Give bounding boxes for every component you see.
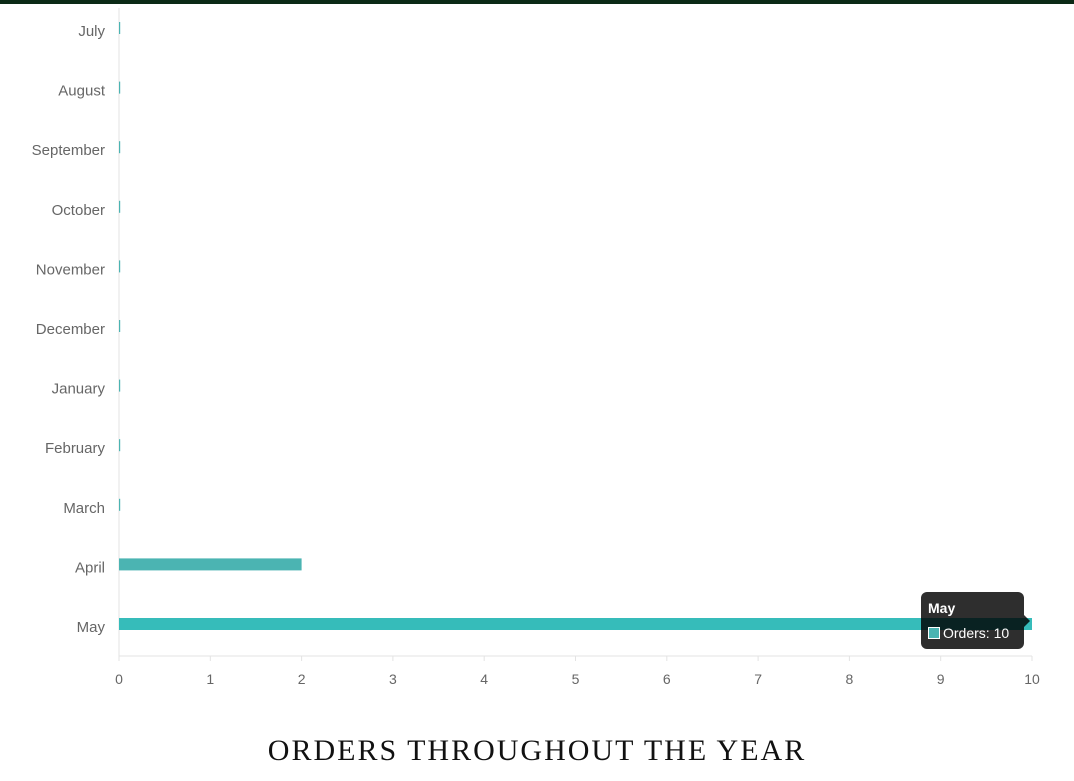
- category-label-april: April: [75, 559, 105, 576]
- category-label-october: October: [52, 202, 105, 219]
- x-tick-label-3: 3: [389, 671, 397, 687]
- bar-march[interactable]: [119, 498, 121, 511]
- category-label-february: February: [45, 440, 106, 457]
- category-label-december: December: [36, 321, 105, 338]
- bar-december[interactable]: [119, 320, 121, 332]
- x-tick-labels: 0 1 2 3 4 5 6 7 8 9 10: [115, 671, 1040, 687]
- x-tick-label-4: 4: [480, 671, 488, 687]
- chart-tooltip: May Orders: 10: [921, 592, 1030, 649]
- top-accent-bar: [0, 0, 1074, 4]
- x-tick-label-1: 1: [206, 671, 214, 687]
- page-title: ORDERS THROUGHOUT THE YEAR: [267, 734, 807, 767]
- x-tick-label-8: 8: [846, 671, 854, 687]
- chart-bars: [119, 22, 1032, 630]
- category-label-january: January: [52, 381, 106, 398]
- category-label-november: November: [36, 261, 105, 278]
- bar-february[interactable]: [119, 439, 121, 452]
- tooltip-text: Orders: 10: [943, 625, 1010, 641]
- x-tick-label-10: 10: [1024, 671, 1040, 687]
- bar-april[interactable]: [119, 558, 302, 571]
- bar-november[interactable]: [119, 260, 121, 273]
- category-label-may: May: [77, 619, 106, 636]
- category-label-august: August: [58, 83, 106, 100]
- x-tick-label-5: 5: [572, 671, 580, 687]
- tooltip-row: Orders: 10: [928, 625, 1024, 641]
- bar-july[interactable]: [119, 22, 121, 34]
- x-tick-label-0: 0: [115, 671, 123, 687]
- bar-august[interactable]: [119, 81, 121, 94]
- bar-january[interactable]: [119, 379, 121, 392]
- category-labels: July August September October November Decemb…: [32, 23, 106, 636]
- category-label-march: March: [63, 500, 105, 517]
- bar-october[interactable]: [119, 200, 121, 213]
- x-tick-label-2: 2: [298, 671, 306, 687]
- orders-bar-chart: July August September October November Decemb…: [32, 8, 1040, 687]
- tooltip-title: May: [928, 600, 956, 616]
- bar-may[interactable]: [119, 618, 1032, 630]
- tooltip-color-swatch: [928, 627, 940, 639]
- x-tick-label-9: 9: [937, 671, 945, 687]
- category-label-july: July: [78, 23, 105, 40]
- category-label-september: September: [32, 142, 105, 159]
- bar-september[interactable]: [119, 141, 121, 154]
- tooltip-caret: [1024, 615, 1030, 627]
- x-tick-label-7: 7: [754, 671, 762, 687]
- x-tick-label-6: 6: [663, 671, 671, 687]
